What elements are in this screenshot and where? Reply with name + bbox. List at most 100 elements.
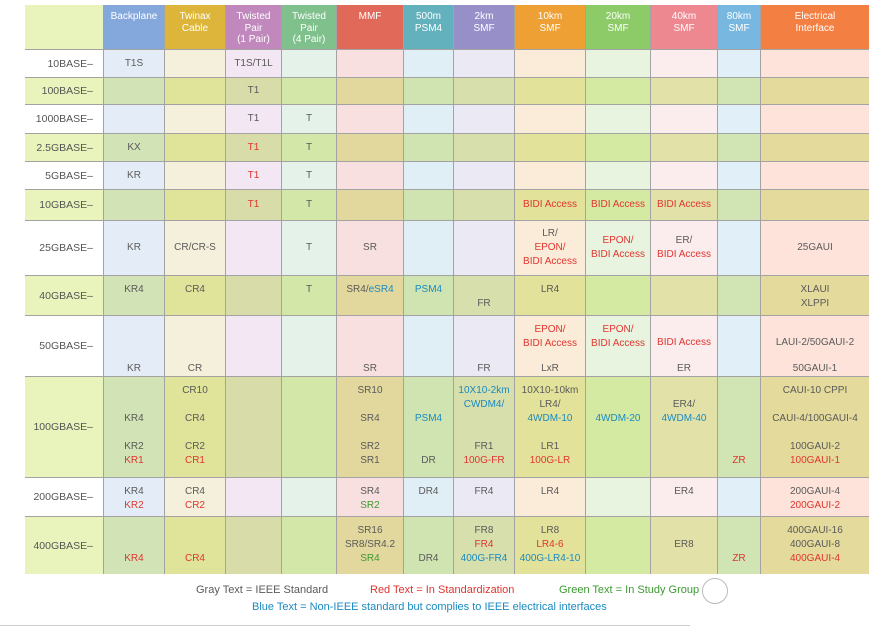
phy-entry: CR2 (184, 500, 205, 511)
cell-20km-smf (586, 162, 650, 189)
legend-gray: Gray Text = IEEE Standard (196, 584, 329, 596)
cell-80km-smf (718, 478, 760, 516)
column-header-text: SMF (539, 22, 561, 34)
row-label: 50GBASE– (25, 316, 103, 376)
column-header-mmf: MMF (337, 5, 403, 49)
phy-entry: SR4 (360, 486, 380, 497)
cell-500m-psm4: PSM4 (404, 276, 453, 315)
phy-entry: CR/CR-S (174, 242, 216, 253)
column-header-electrical-interface: Electrical Interface (761, 5, 869, 49)
column-header-80km-smf: 80km SMF (718, 5, 760, 49)
cell-twinax-cable: CR4 (165, 276, 225, 315)
cell-10km-smf: LR4 (515, 478, 585, 516)
cell-backplane: KX (104, 134, 164, 161)
row-label: 10BASE– (25, 50, 103, 77)
column-header-text: 80km (726, 11, 752, 22)
cell-10km-smf: LR4 (515, 276, 585, 315)
cell-twisted-pair-1: T1 (226, 105, 281, 133)
phy-entry: KR2 (124, 441, 144, 452)
cell-mmf: SR4 SR2 (337, 478, 403, 516)
cell-10km-smf (515, 105, 585, 133)
row-label: 100BASE– (25, 78, 103, 104)
cell-40km-smf (651, 105, 717, 133)
cell-twinax-cable (165, 78, 225, 104)
phy-entry: BIDI Access (591, 249, 645, 260)
cell-twinax-cable: CR (165, 316, 225, 376)
cell-twinax-cable (165, 50, 225, 77)
cell-mmf: SR (337, 316, 403, 376)
cell-twisted-pair-1 (226, 276, 281, 315)
column-header-text: 10km (537, 11, 563, 22)
cell-twisted-pair-1: T1 (226, 190, 281, 220)
cell-backplane (104, 105, 164, 133)
cell-twisted-pair-4 (282, 78, 336, 104)
phy-entry: KR4 (124, 413, 144, 424)
phy-entry: CAUI-4/100GAUI-4 (772, 413, 858, 424)
cell-twisted-pair-4: T (282, 134, 336, 161)
cell-80km-smf (718, 105, 760, 133)
cell-mmf (337, 134, 403, 161)
phy-entry: T (305, 169, 313, 181)
cell-20km-smf (586, 105, 650, 133)
phy-entry: SR10 (357, 385, 383, 396)
phy-entry: T1 (247, 141, 260, 153)
column-header-text: Cable (181, 22, 209, 34)
column-header-text: 20km (605, 11, 631, 22)
cell-2km-smf: FR8 FR4 400G-FR4 (454, 517, 514, 574)
cell-500m-psm4 (404, 50, 453, 77)
phy-entry: 25GAUI (797, 242, 833, 253)
cell-electrical-interface (761, 105, 869, 133)
phy-entry: CR4 (184, 553, 205, 564)
phy-entry: FR (477, 298, 491, 309)
cell-500m-psm4 (404, 134, 453, 161)
column-header-10km-smf: 10km SMF (515, 5, 585, 49)
cell-80km-smf (718, 190, 760, 220)
phy-entry: SR (363, 363, 377, 374)
phy-entry: DR (421, 455, 436, 466)
legend-red: Red Text = In Standardization (370, 584, 515, 596)
cell-2km-smf (454, 78, 514, 104)
legend-green: Green Text = In Study Group (559, 584, 700, 596)
phy-entry: T1 (247, 113, 260, 124)
phy-entry: CAUI-10 CPPI (782, 385, 848, 396)
header-corner (25, 5, 103, 49)
phy-entry: 400G-FR4 (460, 553, 508, 564)
cell-20km-smf (586, 517, 650, 574)
phy-entry: BIDI Access (523, 256, 577, 267)
cell-80km-smf (718, 162, 760, 189)
cell-500m-psm4 (404, 78, 453, 104)
cell-twisted-pair-1: T1S/T1L (226, 50, 281, 77)
phy-entry: FR4 (474, 486, 494, 497)
phy-entry: ER4/ (672, 399, 696, 410)
cell-twisted-pair-1 (226, 316, 281, 376)
cell-electrical-interface: CAUI-10 CPPI CAUI-4/100GAUI-4 100GAUI-2 100… (761, 377, 869, 477)
phy-entry: CWDM4/ (463, 399, 505, 410)
cell-twinax-cable: CR4 CR2 (165, 478, 225, 516)
phy-entry: 4WDM-40 (661, 413, 707, 424)
phy-entry: 4WDM-10 (527, 413, 573, 424)
column-header-500m-psm4: 500m PSM4 (404, 5, 453, 49)
cell-80km-smf (718, 50, 760, 77)
cell-80km-smf (718, 316, 760, 376)
phy-entry: ZR (732, 455, 746, 466)
cell-2km-smf (454, 50, 514, 77)
cell-backplane: T1S (104, 50, 164, 77)
watermark-chat-icon (702, 578, 728, 604)
column-header-backplane: Backplane (104, 5, 164, 49)
column-header-20km-smf: 20km SMF (586, 5, 650, 49)
cell-40km-smf: ER4/4WDM-40 (651, 377, 717, 477)
cell-40km-smf: ER/BIDI Access (651, 221, 717, 275)
column-header-40km-smf: 40km SMF (651, 5, 717, 49)
cell-mmf: SR4/eSR4 (337, 276, 403, 315)
phy-entry: T (305, 284, 313, 295)
cell-40km-smf: BIDI Access (651, 190, 717, 220)
phy-entry: DR4 (418, 553, 439, 564)
column-header-text: PSM4 (414, 22, 443, 34)
column-header-text: SMF (728, 22, 750, 34)
cell-20km-smf: 4WDM-20 (586, 377, 650, 477)
cell-10km-smf (515, 162, 585, 189)
phy-entry: 100GAUI-1 (789, 455, 841, 466)
cell-10km-smf: 10X10-10km LR4/4WDM-10 LR1 100G-LR (515, 377, 585, 477)
row-label: 5GBASE– (25, 162, 103, 189)
cell-electrical-interface (761, 78, 869, 104)
